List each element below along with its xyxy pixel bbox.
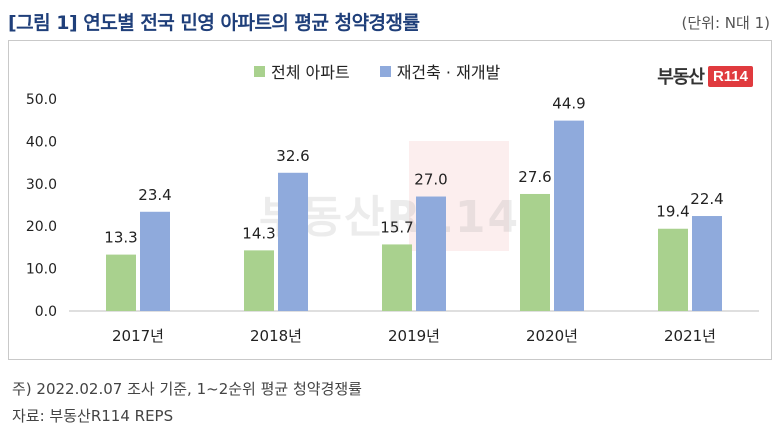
page-title: [그림 1] 연도별 전국 민영 아파트의 평균 청약경쟁률 [8,12,420,34]
legend-label-series2: 재건축 · 재개발 [396,63,501,82]
legend-item-series1: 전체 아파트 [254,59,350,83]
bar-chart: 0.0 10.0 20.0 30.0 40.0 50.0 13.3 23.4 2017년 14.3… [26,92,759,345]
y-tick-label: 50.0 [26,92,57,108]
data-label-series1: 19.4 [656,203,689,221]
x-tick-label: 2017년 [112,327,164,345]
data-label-series2: 32.6 [276,147,309,165]
x-tick-label: 2018년 [250,327,302,345]
data-label-series2: 23.4 [138,186,171,204]
data-label-series1: 15.7 [380,218,413,236]
x-tick-label: 2019년 [388,327,440,345]
data-label-series1: 14.3 [242,224,275,242]
bar-series1 [244,250,274,311]
bar-series2 [692,216,722,311]
data-label-series1: 27.6 [518,168,551,186]
bar-series2 [554,120,584,312]
legend-swatch-series1 [254,65,265,77]
bar-series2 [140,211,170,311]
chart-container: 부동산R114 전체 아파트 재건축 · 재개발 부동산 R114 0.0 10.… [8,40,772,360]
logo-badge: R114 [707,65,753,87]
y-tick-label: 30.0 [26,177,57,193]
legend-label-series1: 전체 아파트 [271,63,350,82]
source-note: 자료: 부동산R114 REPS [12,407,174,425]
unit-label: (단위: N대 1) [681,14,770,32]
bar-series1 [520,193,550,311]
brand-logo: 부동산 R114 [657,63,753,89]
x-tick-label: 2020년 [526,327,578,345]
y-tick-label: 40.0 [26,134,57,150]
data-label-series2: 44.9 [552,95,585,113]
bar-series1 [658,228,688,311]
data-label-series2: 27.0 [414,171,447,189]
bar-series2 [416,196,446,311]
y-tick-label: 20.0 [26,219,57,235]
data-label-series1: 13.3 [104,229,137,247]
chart-legend: 전체 아파트 재건축 · 재개발 [254,59,500,83]
footnote: 주) 2022.02.07 조사 기준, 1~2순위 평균 청약경쟁률 [12,380,362,398]
bar-series1 [382,244,412,311]
legend-swatch-series2 [379,65,391,77]
data-label-series2: 22.4 [690,190,723,208]
bar-series1 [106,254,136,311]
logo-text: 부동산 [657,67,705,88]
x-tick-label: 2021년 [664,327,716,345]
y-tick-label: 0.0 [35,304,57,320]
legend-item-series2: 재건축 · 재개발 [379,59,501,83]
bar-series2 [278,172,308,311]
y-tick-label: 10.0 [26,262,57,278]
